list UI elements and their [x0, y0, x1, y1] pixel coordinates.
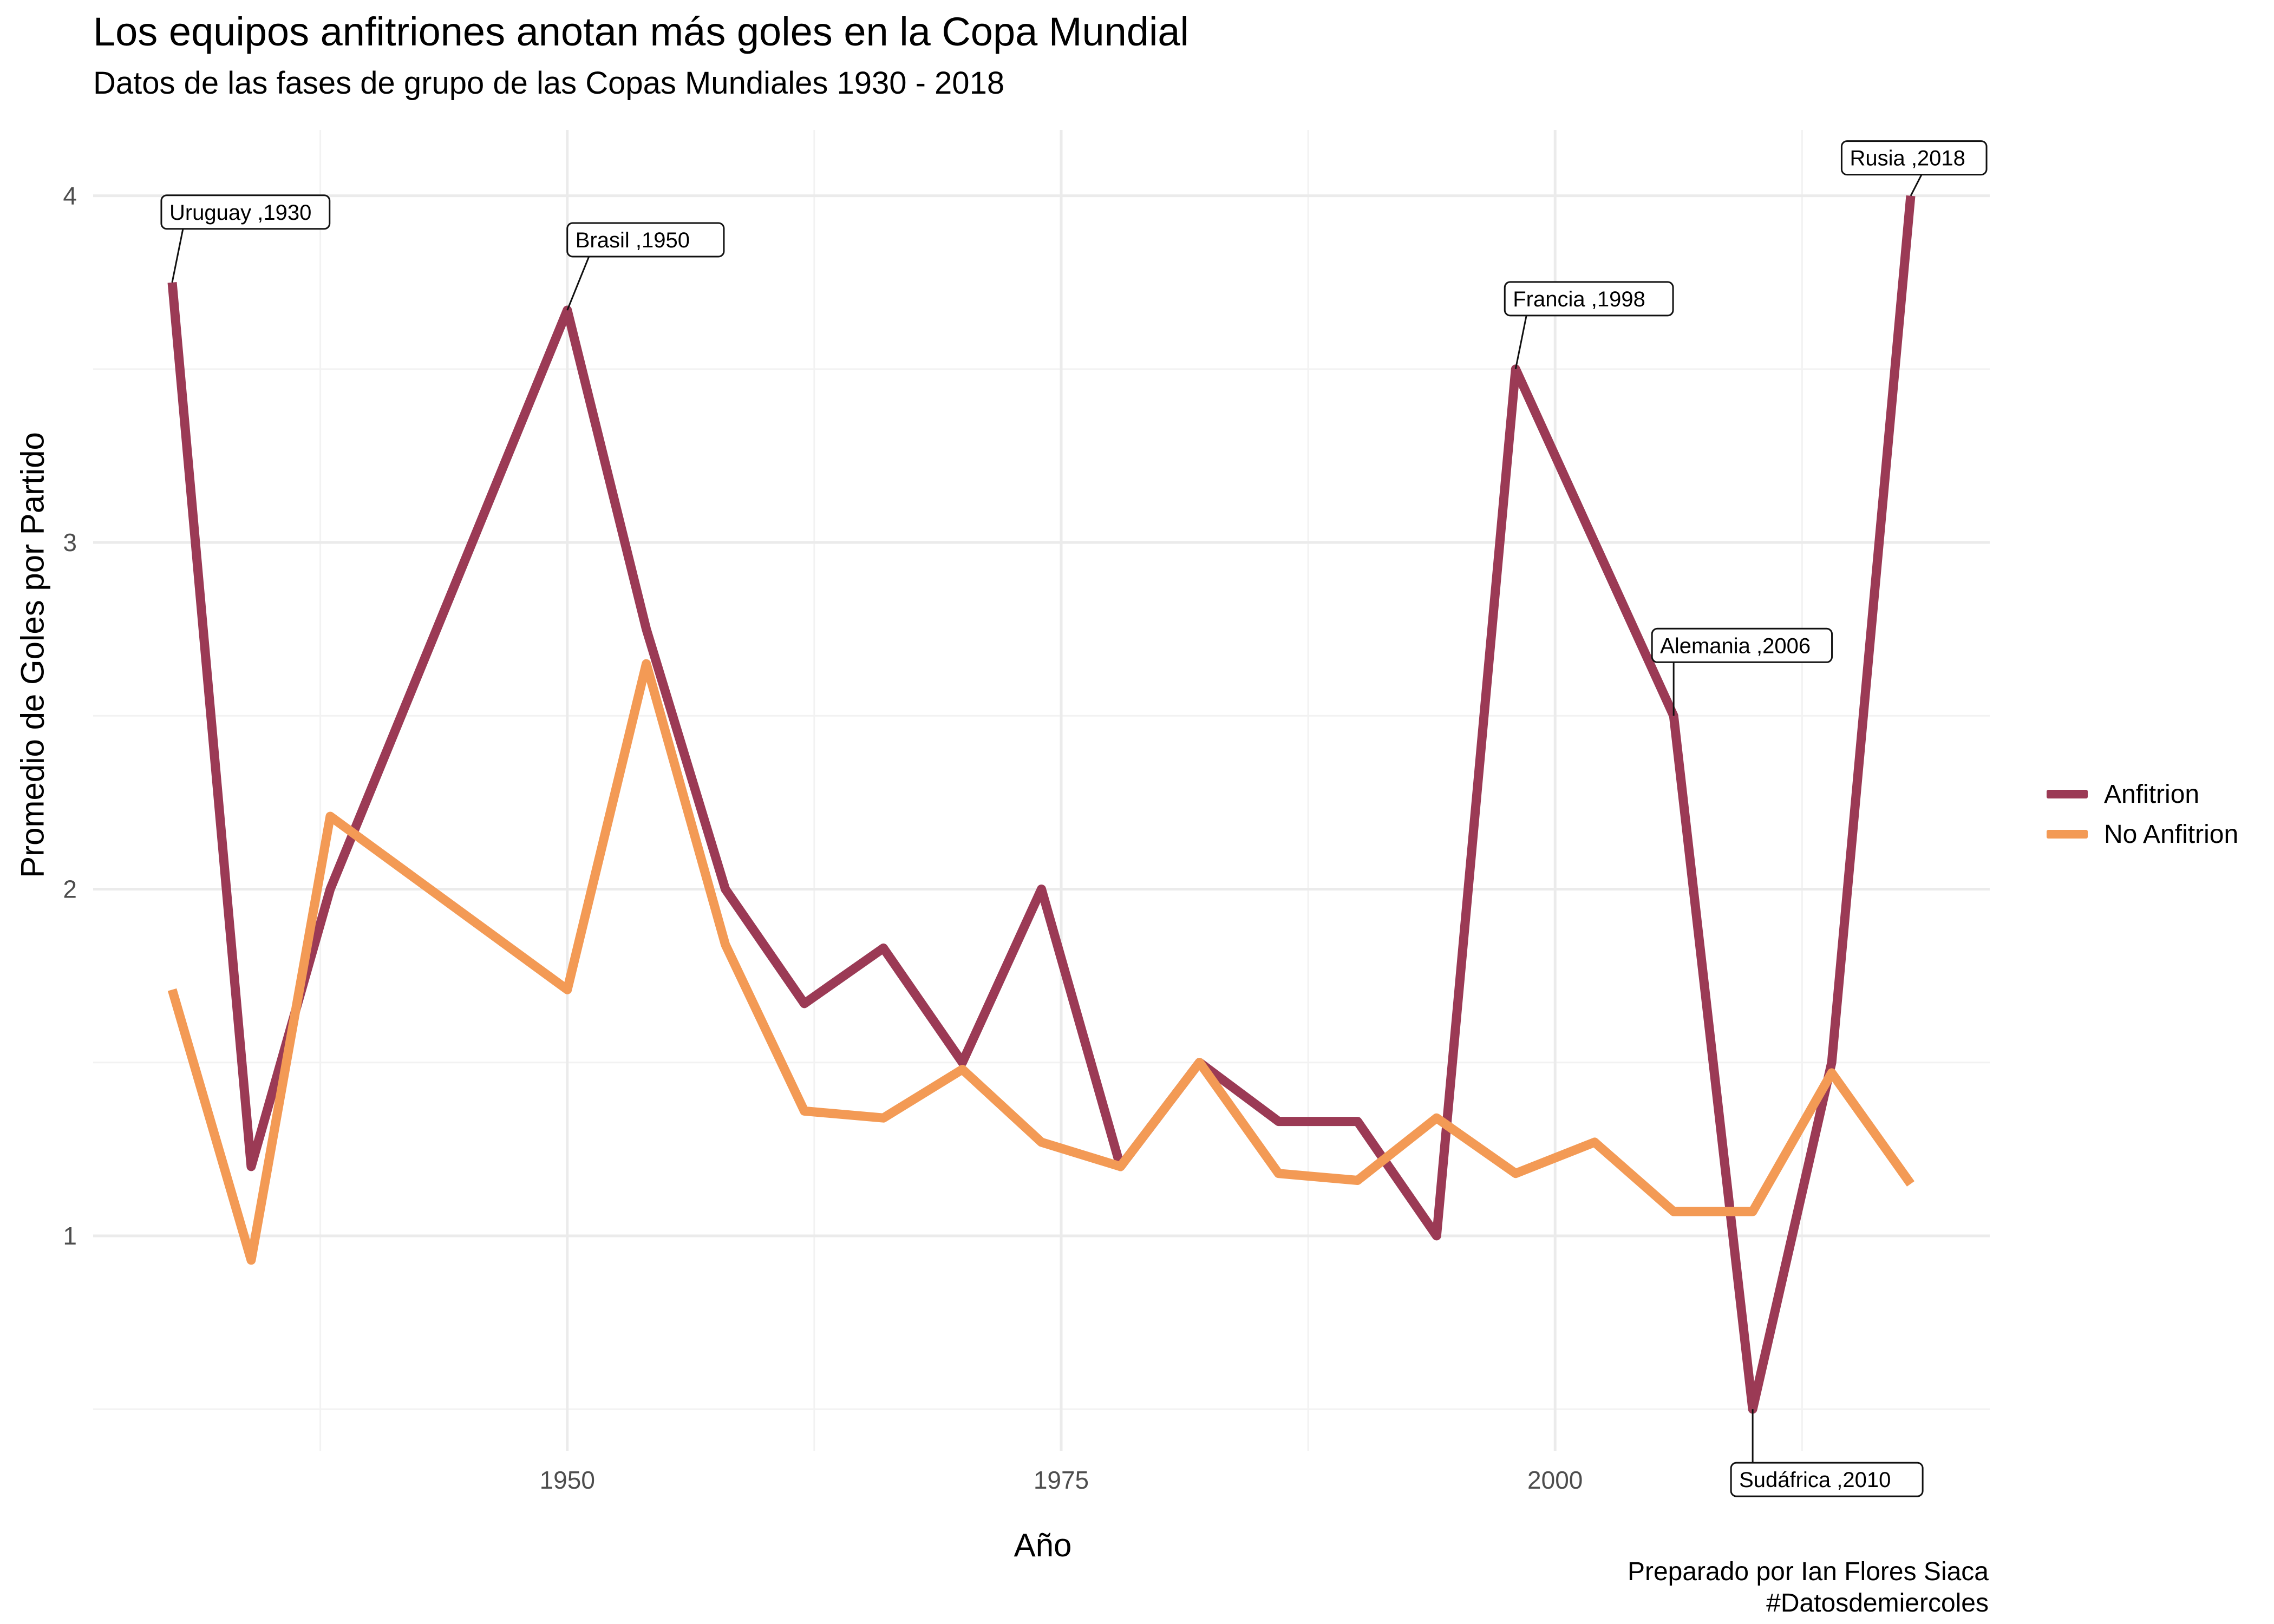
series-line-no-anfitrion — [167, 659, 1914, 1265]
annotation-text: Alemania ,2006 — [1660, 634, 1811, 658]
grid — [93, 130, 1990, 1451]
annotation-box — [1504, 281, 1674, 317]
series-lines — [167, 195, 1916, 1414]
annotation-text: Rusia ,2018 — [1850, 147, 1965, 171]
legend-key-no-anfitrion — [2047, 830, 2088, 839]
axis-ticks: 1950 1975 2000 1 2 3 4 — [63, 182, 1583, 1494]
caption: Preparado por Ian Flores Siaca #Datosdem… — [1628, 1556, 1989, 1619]
x-tick-label: 1975 — [1034, 1466, 1089, 1494]
annotation-text: Brasil ,1950 — [576, 228, 690, 252]
annotation-leader — [171, 228, 184, 283]
annotation-box — [1651, 627, 1833, 663]
y-tick-label: 4 — [63, 182, 77, 210]
annotation-box — [1730, 1462, 1924, 1497]
caption-hashtag: #Datosdemiercoles — [1766, 1589, 1989, 1618]
legend-item-no-anfitrion: No Anfitrion — [2047, 814, 2238, 854]
annotation-box — [160, 194, 331, 230]
legend-key-anfitrion — [2047, 790, 2088, 798]
chart-title: Los equipos anfitriones anotan más goles… — [93, 9, 1189, 54]
annotation-label: Alemania ,2006 — [1651, 627, 1833, 716]
caption-author: Preparado por Ian Flores Siaca — [1627, 1557, 1989, 1586]
annotation-text: Francia ,1998 — [1513, 287, 1645, 311]
y-tick-label: 3 — [63, 528, 77, 556]
legend-label-no-anfitrion: No Anfitrion — [2104, 820, 2239, 849]
annotation-text: Sudáfrica ,2010 — [1739, 1468, 1891, 1492]
legend-label-anfitrion: Anfitrion — [2104, 780, 2200, 809]
x-tick-label: 1950 — [540, 1466, 595, 1494]
annotation-text: Uruguay ,1930 — [169, 201, 311, 225]
annotation-label: Brasil ,1950 — [566, 222, 725, 311]
legend-item-anfitrion: Anfitrion — [2047, 774, 2238, 814]
annotation-label: Francia ,1998 — [1504, 281, 1674, 370]
y-tick-label: 2 — [63, 875, 77, 903]
x-tick-label: 2000 — [1527, 1466, 1583, 1494]
annotation-box — [1840, 140, 1988, 176]
y-axis-label: Promedio de Goles por Partido — [14, 432, 51, 878]
annotation-label: Rusia ,2018 — [1840, 140, 1988, 197]
y-tick-label: 1 — [63, 1222, 77, 1250]
series-line-anfitrion — [167, 195, 1916, 1414]
annotation-label: Uruguay ,1930 — [160, 194, 331, 283]
annotation-label: Sudáfrica ,2010 — [1730, 1409, 1924, 1497]
legend: Anfitrion No Anfitrion — [2047, 774, 2238, 854]
x-axis-label: Año — [1014, 1527, 1072, 1563]
annotation-leader — [1514, 315, 1527, 370]
annotations: Uruguay ,1930 Brasil ,1950 Francia ,1998 Al… — [160, 140, 1988, 1497]
annotation-leader — [1910, 174, 1923, 197]
annotation-leader — [566, 256, 590, 311]
annotation-box — [566, 222, 725, 258]
chart-subtitle: Datos de las fases de grupo de las Copas… — [93, 66, 1005, 101]
